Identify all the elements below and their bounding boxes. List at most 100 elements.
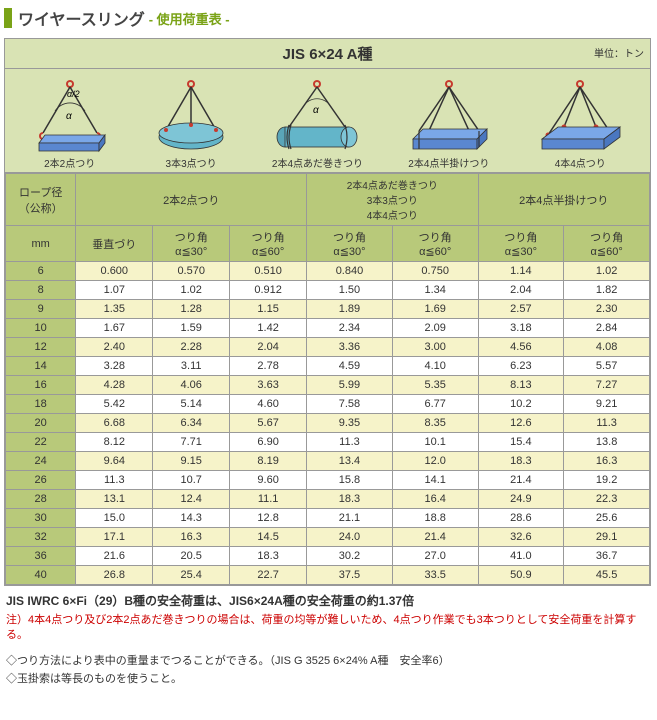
load-cell: 5.99 (307, 376, 393, 395)
rope-dia-cell: 6 (6, 262, 76, 281)
illus-4pt: 4本4点つり (530, 75, 630, 170)
load-cell: 0.750 (392, 262, 478, 281)
col-rope-unit: mm (6, 226, 76, 262)
load-cell: 2.40 (76, 338, 153, 357)
table-title: JIS 6×24 A種 (283, 46, 373, 63)
load-cell: 22.7 (230, 566, 307, 585)
rope-dia-cell: 24 (6, 452, 76, 471)
table-row: 249.649.158.1913.412.018.316.3 (6, 452, 650, 471)
load-cell: 6.77 (392, 395, 478, 414)
load-cell: 4.08 (564, 338, 650, 357)
load-cell: 1.42 (230, 319, 307, 338)
load-cell: 15.8 (307, 471, 393, 490)
note-red: 注）4本4点つり及び2本2点あだ巻きつりの場合は、荷重の均等が難しいため、4点つ… (6, 613, 651, 644)
load-cell: 15.4 (478, 433, 564, 452)
load-cell: 0.600 (76, 262, 153, 281)
illus-adamaki: α 2本4点あだ巻きつり (267, 75, 367, 170)
load-cell: 4.60 (230, 395, 307, 414)
load-cell: 26.8 (76, 566, 153, 585)
load-cell: 9.60 (230, 471, 307, 490)
load-cell: 13.1 (76, 490, 153, 509)
illustration-row: α/2 α 2本2点つり (5, 69, 650, 173)
illus-label: 2本4点あだ巻きつり (272, 159, 363, 170)
col-sub: つり角 α≦60° (230, 226, 307, 262)
load-cell: 27.0 (392, 547, 478, 566)
col-group2: 2本4点あだ巻きつり 3本3点つり 4本4点つり (307, 174, 478, 226)
load-cell: 12.0 (392, 452, 478, 471)
load-cell: 1.02 (153, 281, 230, 300)
load-cell: 11.1 (230, 490, 307, 509)
col-sub: つり角 α≦30° (153, 226, 230, 262)
load-cell: 2.84 (564, 319, 650, 338)
table-row: 164.284.063.635.995.358.137.27 (6, 376, 650, 395)
load-cell: 13.8 (564, 433, 650, 452)
load-cell: 6.23 (478, 357, 564, 376)
load-cell: 8.19 (230, 452, 307, 471)
load-cell: 18.3 (307, 490, 393, 509)
table-frame: JIS 6×24 A種 単位：トン α/2 α (4, 38, 651, 586)
load-cell: 14.3 (153, 509, 230, 528)
rope-dia-cell: 26 (6, 471, 76, 490)
load-cell: 4.56 (478, 338, 564, 357)
load-cell: 4.10 (392, 357, 478, 376)
load-cell: 8.12 (76, 433, 153, 452)
note-bold: JIS IWRC 6×Fi（29）B種の安全荷重は、JIS6×24A種の安全荷重… (6, 592, 651, 609)
load-cell: 4.28 (76, 376, 153, 395)
load-cell: 1.07 (76, 281, 153, 300)
load-cell: 21.6 (76, 547, 153, 566)
illus-2pt: α/2 α 2本2点つり (25, 75, 115, 170)
load-cell: 3.63 (230, 376, 307, 395)
load-cell: 41.0 (478, 547, 564, 566)
table-row: 143.283.112.784.594.106.235.57 (6, 357, 650, 376)
load-cell: 29.1 (564, 528, 650, 547)
svg-text:α/2: α/2 (67, 89, 80, 99)
table-row: 101.671.591.422.342.093.182.84 (6, 319, 650, 338)
rope-dia-cell: 22 (6, 433, 76, 452)
load-cell: 17.1 (76, 528, 153, 547)
col-group3: 2本4点半掛けつり (478, 174, 649, 226)
table-row: 228.127.716.9011.310.115.413.8 (6, 433, 650, 452)
illus-label: 2本4点半掛けつり (408, 159, 489, 170)
load-cell: 18.3 (230, 547, 307, 566)
load-cell: 22.3 (564, 490, 650, 509)
svg-text:α: α (66, 111, 72, 122)
load-cell: 6.34 (153, 414, 230, 433)
col-sub: つり角 α≦30° (478, 226, 564, 262)
col-rope: ロープ径 （公称） (6, 174, 76, 226)
load-cell: 9.21 (564, 395, 650, 414)
note-p1: ◇つり方法により表中の重量までつることができる。（JIS G 3525 6×24… (6, 652, 651, 668)
load-cell: 11.3 (76, 471, 153, 490)
load-cell: 0.510 (230, 262, 307, 281)
load-cell: 25.6 (564, 509, 650, 528)
table-row: 3217.116.314.524.021.432.629.1 (6, 528, 650, 547)
load-cell: 2.34 (307, 319, 393, 338)
load-cell: 30.2 (307, 547, 393, 566)
sling-3pt-icon (146, 75, 236, 153)
load-cell: 33.5 (392, 566, 478, 585)
col-sub: 垂直づり (76, 226, 153, 262)
load-cell: 1.69 (392, 300, 478, 319)
col-sub: つり角 α≦30° (307, 226, 393, 262)
page-title-bar: ワイヤースリング - 使用荷重表 - (4, 6, 657, 30)
load-cell: 2.57 (478, 300, 564, 319)
table-row: 60.6000.5700.5100.8400.7501.141.02 (6, 262, 650, 281)
load-cell: 13.4 (307, 452, 393, 471)
table-row: 4026.825.422.737.533.550.945.5 (6, 566, 650, 585)
load-cell: 21.1 (307, 509, 393, 528)
load-cell: 1.14 (478, 262, 564, 281)
load-cell: 5.14 (153, 395, 230, 414)
table-row: 91.351.281.151.891.692.572.30 (6, 300, 650, 319)
load-cell: 2.30 (564, 300, 650, 319)
load-cell: 0.570 (153, 262, 230, 281)
illus-label: 3本3点つり (166, 159, 217, 170)
col-sub: つり角 α≦60° (392, 226, 478, 262)
load-cell: 20.5 (153, 547, 230, 566)
table-row: 122.402.282.043.363.004.564.08 (6, 338, 650, 357)
load-cell: 25.4 (153, 566, 230, 585)
load-cell: 7.58 (307, 395, 393, 414)
col-group1: 2本2点つり (76, 174, 307, 226)
title-sub: - 使用荷重表 - (149, 9, 230, 28)
load-cell: 2.09 (392, 319, 478, 338)
load-cell: 16.3 (153, 528, 230, 547)
sling-adamaki-icon: α (267, 75, 367, 153)
